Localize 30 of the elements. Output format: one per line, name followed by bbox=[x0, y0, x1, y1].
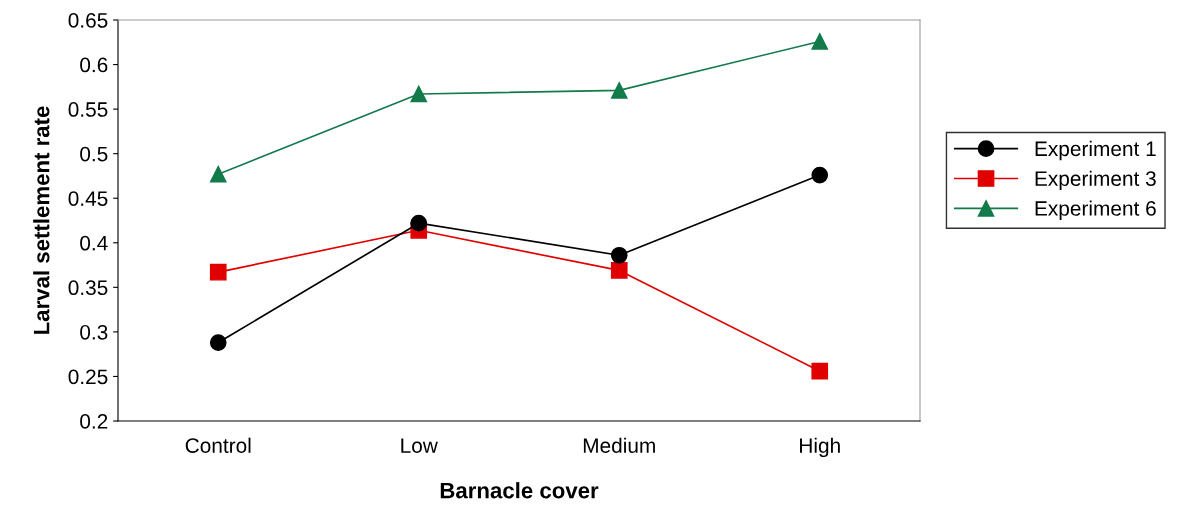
y-tick-label: 0.35 bbox=[68, 280, 108, 296]
point bbox=[811, 33, 829, 50]
legend-label: Experiment 1 bbox=[1035, 140, 1156, 161]
y-tick-label: 0.3 bbox=[80, 324, 108, 340]
x-tick-label: Low bbox=[401, 438, 438, 453]
y-tick-label: 0.45 bbox=[68, 191, 108, 206]
point bbox=[209, 263, 227, 281]
legend-label: Experiment 3 bbox=[1035, 170, 1156, 191]
x-tick-label: High bbox=[800, 437, 840, 458]
x-tick-label: Control bbox=[185, 437, 251, 453]
x-axis-title: Barnacle cover bbox=[440, 482, 599, 499]
y-tick-label: 0.25 bbox=[68, 369, 108, 385]
y-tick-label: 0.2 bbox=[80, 414, 108, 429]
point bbox=[209, 165, 227, 183]
point bbox=[811, 362, 829, 380]
legend-label: Experiment 6 bbox=[1035, 200, 1156, 220]
y-tick-label: 0.55 bbox=[68, 102, 108, 117]
point bbox=[209, 334, 227, 351]
point bbox=[610, 246, 628, 264]
y-axis-title: Larval settlement rate bbox=[33, 106, 50, 334]
y-tick-label: 0.5 bbox=[80, 146, 108, 162]
point bbox=[610, 82, 628, 99]
y-tick-label: 0.6 bbox=[80, 57, 108, 73]
point bbox=[410, 214, 428, 232]
point bbox=[811, 166, 829, 184]
y-tick-label: 0.65 bbox=[68, 13, 108, 28]
x-tick-label: Medium bbox=[583, 437, 655, 453]
y-tick-label: 0.4 bbox=[80, 235, 108, 251]
point bbox=[410, 85, 428, 103]
point bbox=[610, 262, 628, 279]
